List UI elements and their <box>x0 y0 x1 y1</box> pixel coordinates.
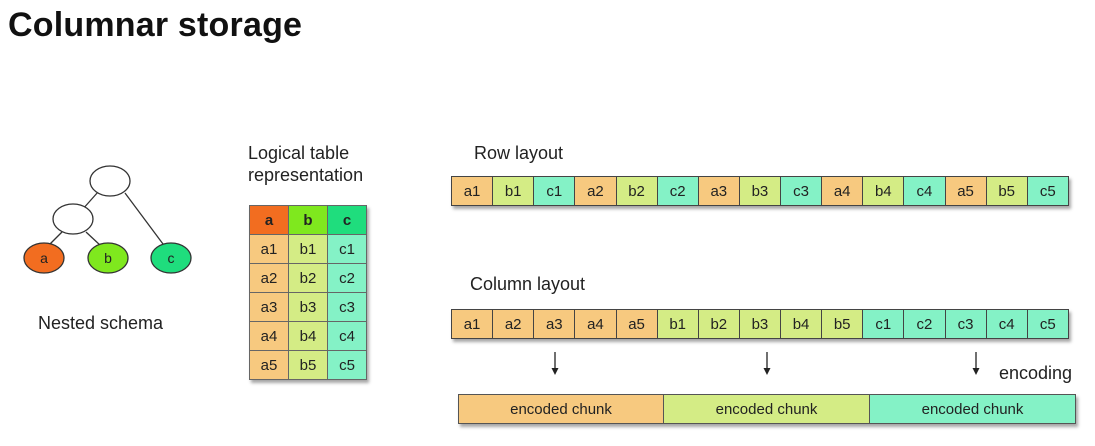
column-layout-cell: a1 <box>452 309 494 339</box>
table-cell: a4 <box>249 321 289 351</box>
table-cell: a2 <box>249 263 289 293</box>
row-layout-cell: b5 <box>986 176 1028 206</box>
encoded-chunks: encoded chunk encoded chunk encoded chun… <box>458 394 1076 424</box>
column-layout-cell: a3 <box>534 309 576 339</box>
nested-schema-tree: a b c <box>23 165 192 274</box>
column-layout-cell: c3 <box>945 309 987 339</box>
leaf-label-b: b <box>104 250 112 266</box>
table-cell: c4 <box>327 321 367 351</box>
edge-inner-b <box>85 231 102 247</box>
row-layout-cell: b2 <box>616 176 658 206</box>
table-cell: a5 <box>249 350 289 380</box>
row-layout-cell: b4 <box>863 176 905 206</box>
column-layout-cell: b3 <box>739 309 781 339</box>
row-layout-cell: b1 <box>493 176 535 206</box>
row-layout-cell: a1 <box>452 176 494 206</box>
row-layout-cell: c1 <box>534 176 576 206</box>
table-cell: b2 <box>288 263 328 293</box>
inner-node <box>52 203 94 235</box>
table-cell: b3 <box>288 292 328 322</box>
column-layout-cell: c5 <box>1027 309 1069 339</box>
table-row: a2 b2 c2 <box>249 263 367 293</box>
column-layout-cell: a5 <box>616 309 658 339</box>
encoded-chunk-a: encoded chunk <box>458 394 664 424</box>
logical-table-caption-line1: Logical table <box>248 143 350 163</box>
column-header-c: c <box>327 205 367 235</box>
column-header-b: b <box>288 205 328 235</box>
row-layout-cell: c2 <box>657 176 699 206</box>
leaf-label-c: c <box>168 250 175 266</box>
table-cell: b5 <box>288 350 328 380</box>
table-row: a5 b5 c5 <box>249 350 367 380</box>
table-row: a3 b3 c3 <box>249 292 367 322</box>
table-cell: c5 <box>327 350 367 380</box>
column-layout-cell: a2 <box>493 309 535 339</box>
row-layout-cell: b3 <box>739 176 781 206</box>
table-cell: b4 <box>288 321 328 351</box>
row-layout-cell: a3 <box>698 176 740 206</box>
row-layout-cell: a2 <box>575 176 617 206</box>
down-arrow-icon <box>551 352 559 375</box>
leaf-node-c <box>150 242 192 274</box>
encoded-chunk-c: encoded chunk <box>870 394 1076 424</box>
column-layout-cell: a4 <box>575 309 617 339</box>
column-layout-cell: b2 <box>698 309 740 339</box>
column-layout-cell: b1 <box>657 309 699 339</box>
logical-table-caption-line2: representation <box>248 165 364 185</box>
column-layout-strip: a1 a2 a3 a4 a5 b1 b2 b3 b4 b5 c1 c2 c3 c4 c5 <box>451 309 1069 339</box>
encoding-label: encoding <box>999 363 1073 383</box>
table-row: a4 b4 c4 <box>249 321 367 351</box>
table-cell: a1 <box>249 234 289 264</box>
table-cell: b1 <box>288 234 328 264</box>
column-layout-cell: c2 <box>904 309 946 339</box>
table-cell: c1 <box>327 234 367 264</box>
row-layout-cell: a5 <box>945 176 987 206</box>
table-header-row: a b c <box>249 205 367 235</box>
table-cell: c3 <box>327 292 367 322</box>
column-layout-cell: c1 <box>863 309 905 339</box>
table-row: a1 b1 c1 <box>249 234 367 264</box>
page-title: Columnar storage <box>8 6 303 44</box>
column-layout-label: Column layout <box>470 274 586 294</box>
row-layout-strip: a1 b1 c1 a2 b2 c2 a3 b3 c3 a4 b4 c4 a5 b5 c5 <box>451 176 1069 206</box>
table-cell: a3 <box>249 292 289 322</box>
row-layout-cell: c3 <box>781 176 823 206</box>
row-layout-label: Row layout <box>474 143 564 163</box>
leaf-node-a <box>23 242 65 274</box>
logical-table: a b c a1 b1 c1 a2 b2 c2 a3 b3 c3 a4 b4 c… <box>249 205 367 380</box>
down-arrow-icon <box>763 352 771 375</box>
column-layout-cell: c4 <box>986 309 1028 339</box>
down-arrow-icon <box>972 352 980 375</box>
column-layout-cell: b4 <box>781 309 823 339</box>
column-header-a: a <box>249 205 289 235</box>
root-node <box>89 165 131 197</box>
leaf-node-b <box>87 242 129 274</box>
column-layout-cell: b5 <box>822 309 864 339</box>
edge-root-c <box>124 192 164 245</box>
encoded-chunk-b: encoded chunk <box>664 394 870 424</box>
row-layout-cell: c5 <box>1027 176 1069 206</box>
nested-schema-caption: Nested schema <box>38 313 164 333</box>
row-layout-cell: a4 <box>822 176 864 206</box>
table-cell: c2 <box>327 263 367 293</box>
leaf-label-a: a <box>40 250 48 266</box>
row-layout-cell: c4 <box>904 176 946 206</box>
